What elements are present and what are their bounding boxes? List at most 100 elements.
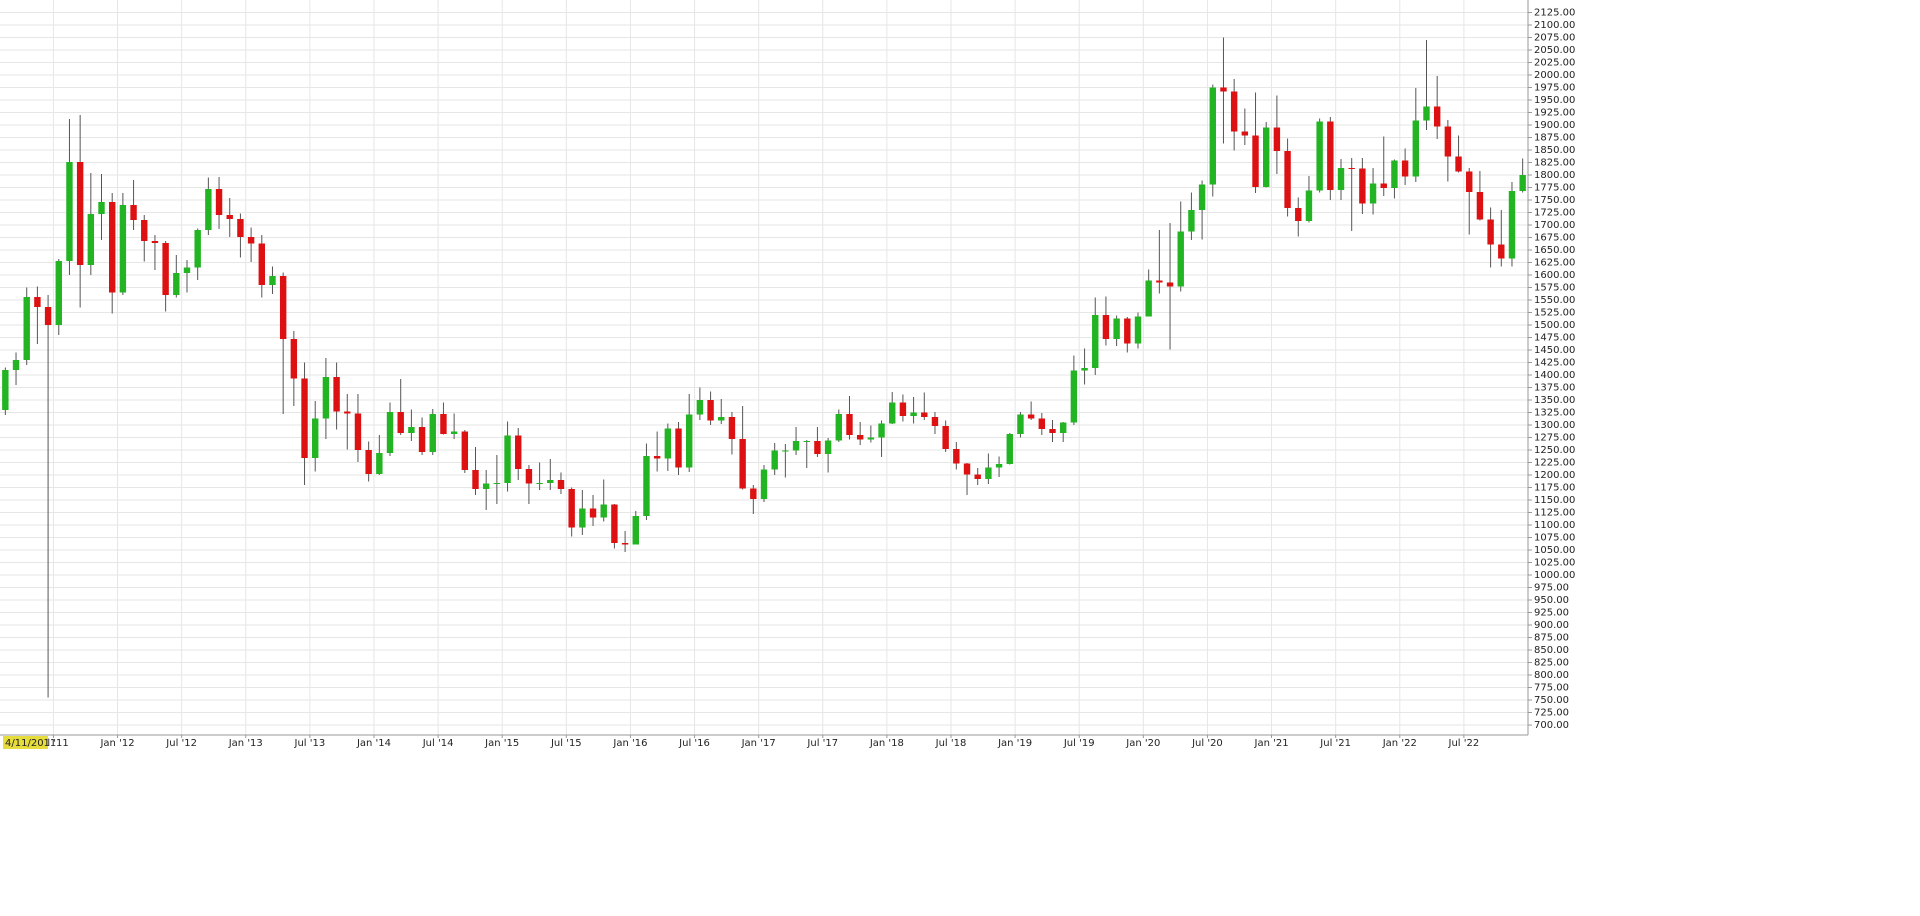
candle-body <box>803 441 810 442</box>
candle-body <box>226 215 233 219</box>
y-tick-label: 700.00 <box>1534 720 1569 731</box>
y-tick-label: 1050.00 <box>1534 545 1575 556</box>
candle-body <box>1401 160 1409 177</box>
candle-body <box>1391 160 1398 188</box>
y-tick-label: 1850.00 <box>1534 145 1575 156</box>
candle-body <box>1006 434 1013 464</box>
candle-body <box>1166 282 1174 287</box>
candle-body <box>814 441 821 454</box>
candle-body <box>771 450 778 470</box>
candle-body <box>1444 126 1452 157</box>
candle-body <box>696 400 704 415</box>
candle-body <box>1027 414 1035 419</box>
candle-body <box>1145 280 1152 317</box>
candle-body <box>450 431 458 434</box>
candle-body <box>792 441 800 451</box>
candle-body <box>707 400 714 421</box>
y-tick-label: 1825.00 <box>1534 158 1575 169</box>
candle-body <box>1049 429 1056 433</box>
candle-body <box>1455 156 1462 172</box>
y-tick-label: 1700.00 <box>1534 220 1575 231</box>
candle-body <box>536 483 543 484</box>
candle-body <box>1487 219 1494 245</box>
y-tick-label: 2025.00 <box>1534 58 1575 69</box>
y-tick-label: 1550.00 <box>1534 295 1575 306</box>
candle-body <box>290 339 298 379</box>
candle-body <box>1102 315 1110 339</box>
candle-body <box>1359 168 1366 204</box>
candle-body <box>835 414 843 441</box>
y-tick-label: 800.00 <box>1534 670 1569 681</box>
y-tick-label: 1000.00 <box>1534 570 1575 581</box>
x-tick-label: Jan '17 <box>741 738 776 749</box>
candle-body <box>312 418 319 458</box>
candle-body <box>1337 168 1345 190</box>
candle-body <box>1059 422 1067 433</box>
x-tick-label: Jan '14 <box>356 738 391 749</box>
candle-body <box>151 241 159 243</box>
candle-body <box>1188 210 1195 232</box>
candle-body <box>418 427 426 452</box>
x-tick-label: Jan '13 <box>228 738 263 749</box>
candle-body <box>1466 171 1473 192</box>
y-tick-label: 1925.00 <box>1534 108 1575 119</box>
candle-body <box>664 428 672 459</box>
candle-body <box>921 412 928 417</box>
candle-body <box>279 276 287 339</box>
y-tick-label: 1325.00 <box>1534 408 1575 419</box>
x-tick-label: Jul '16 <box>678 738 710 749</box>
candle-body <box>611 504 618 543</box>
candle-body <box>889 402 896 424</box>
y-tick-label: 1350.00 <box>1534 395 1575 406</box>
candle-body <box>675 428 682 468</box>
y-tick-label: 1750.00 <box>1534 195 1575 206</box>
x-tick-label: Jul '22 <box>1448 738 1480 749</box>
candle-body <box>258 243 265 285</box>
candle-body <box>397 412 404 433</box>
x-tick-label: Jan '12 <box>99 738 134 749</box>
candle-body <box>472 470 479 489</box>
y-tick-label: 2100.00 <box>1534 20 1575 31</box>
candle-body <box>1092 315 1099 368</box>
x-tick-label: Jul '17 <box>806 738 838 749</box>
x-tick-label: Jul '19 <box>1063 738 1095 749</box>
candle-body <box>440 414 447 434</box>
y-tick-label: 1275.00 <box>1534 433 1575 444</box>
y-tick-label: 1625.00 <box>1534 258 1575 269</box>
candle-body <box>1113 318 1120 339</box>
candle-body <box>1230 91 1238 132</box>
y-tick-label: 1500.00 <box>1534 320 1575 331</box>
candle-body <box>504 435 511 483</box>
candle-body <box>1284 151 1291 208</box>
candle-body <box>461 431 469 470</box>
cursor-label: 4/11/2011 <box>5 738 56 749</box>
candle-body <box>344 411 351 414</box>
candle-body <box>1070 370 1078 423</box>
candle-body <box>1295 208 1302 221</box>
y-tick-label: 1025.00 <box>1534 558 1575 569</box>
y-tick-label: 1725.00 <box>1534 208 1575 219</box>
candle-body <box>1508 191 1516 259</box>
y-tick-label: 1575.00 <box>1534 283 1575 294</box>
candle-body <box>525 469 533 484</box>
candle-body <box>87 214 95 265</box>
candle-body <box>685 414 693 468</box>
y-tick-label: 2125.00 <box>1534 8 1575 19</box>
candle-body <box>365 450 372 474</box>
candle-body <box>1156 280 1163 283</box>
y-tick-label: 1400.00 <box>1534 370 1575 381</box>
y-tick-label: 975.00 <box>1534 583 1569 594</box>
cursor-label-bg <box>3 736 48 749</box>
candle-body <box>354 413 362 450</box>
candle-body <box>653 456 661 459</box>
candle-body <box>108 202 116 293</box>
x-tick-label: Jan '20 <box>1125 738 1160 749</box>
x-tick-label: Jul '15 <box>550 738 582 749</box>
candle-body <box>1241 131 1249 136</box>
candle-body <box>942 426 949 449</box>
y-tick-label: 950.00 <box>1534 595 1569 606</box>
y-tick-label: 1525.00 <box>1534 308 1575 319</box>
y-tick-label: 1175.00 <box>1534 483 1575 494</box>
